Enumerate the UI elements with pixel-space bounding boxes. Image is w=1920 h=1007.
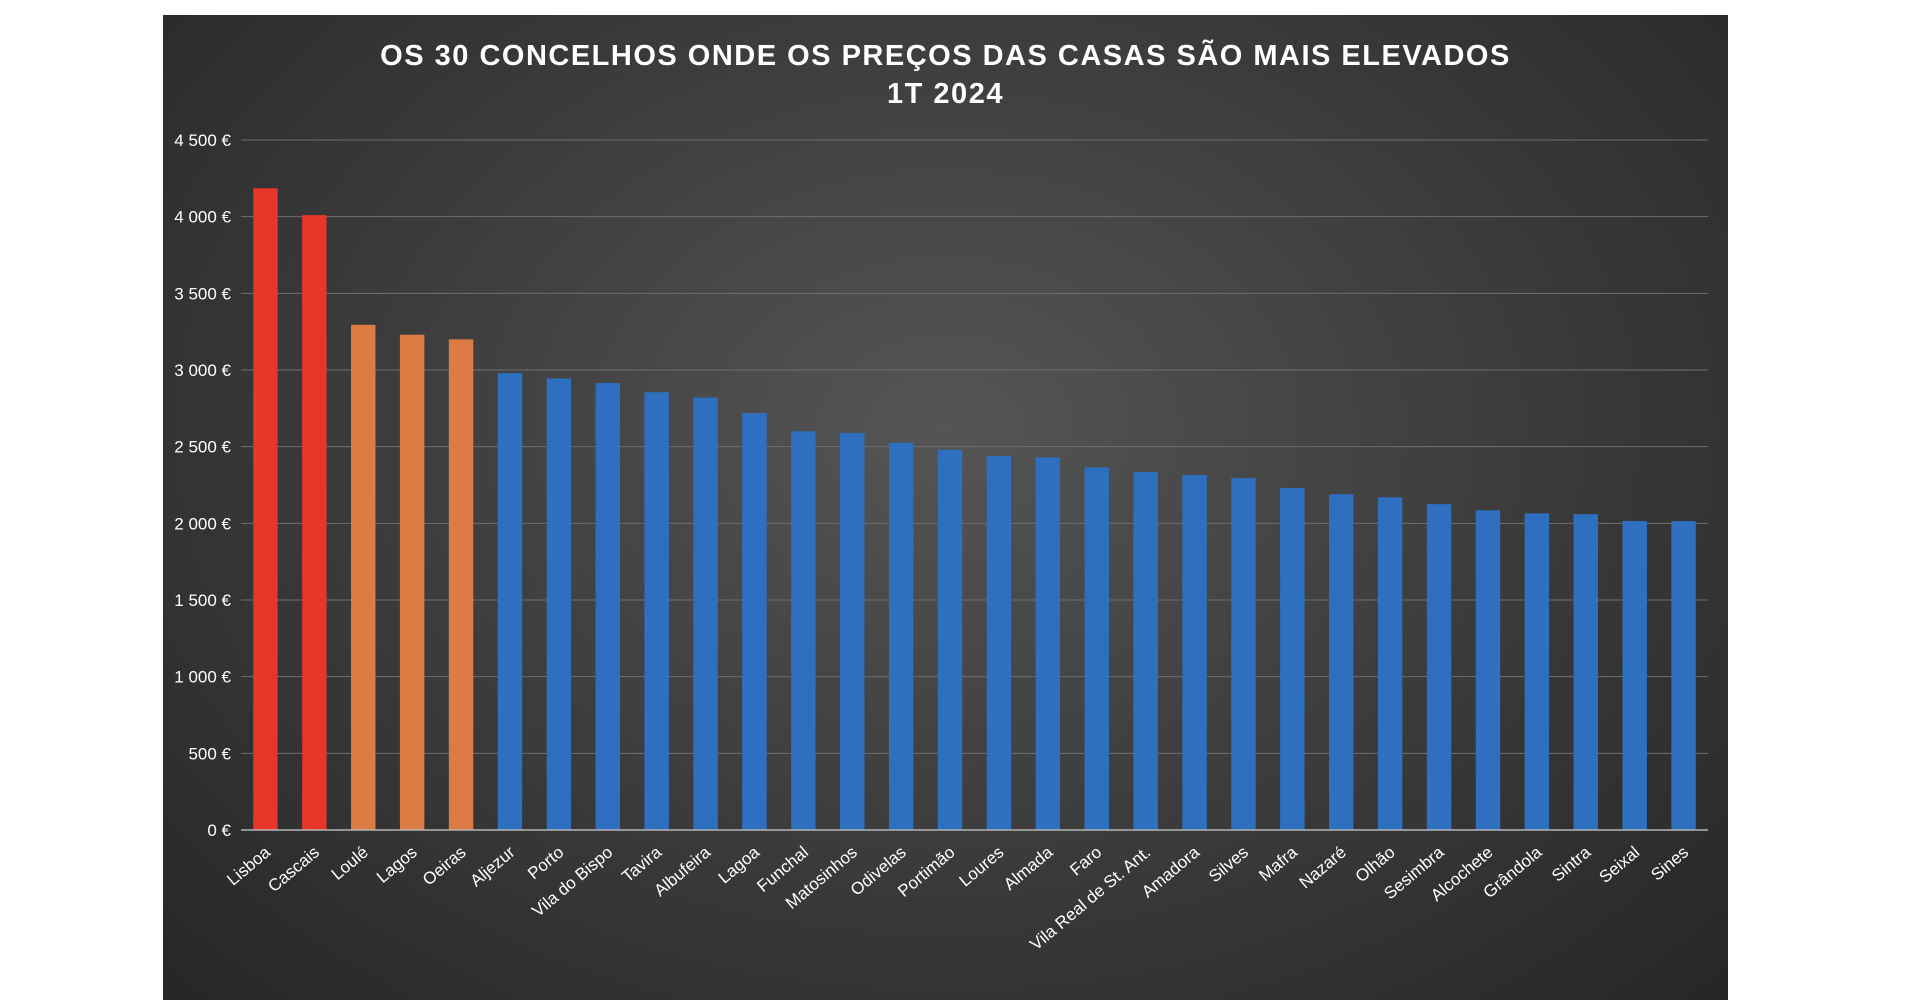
bar	[351, 324, 376, 830]
x-tick-label: Lagos	[373, 843, 421, 887]
bar	[595, 383, 620, 830]
bar	[742, 412, 767, 830]
y-tick-label: 3 000 €	[174, 361, 231, 380]
y-tick-label: 1 500 €	[174, 591, 231, 610]
bar	[791, 431, 816, 830]
bar	[888, 442, 914, 830]
x-tick-label: Almada	[1000, 842, 1057, 894]
chart-title: OS 30 CONCELHOS ONDE OS PREÇOS DAS CASAS…	[380, 40, 1511, 72]
bar	[644, 392, 669, 830]
chart-subtitle: 1T 2024	[887, 78, 1004, 110]
gridlines	[241, 139, 1708, 754]
bar	[448, 339, 474, 830]
x-tick-label: Mafra	[1255, 842, 1301, 885]
x-tick-label: Loulé	[328, 843, 372, 884]
x-tick-label: Silves	[1205, 843, 1252, 887]
bar	[986, 455, 1012, 830]
x-tick-label: Aljezur	[466, 842, 518, 890]
bar	[1426, 504, 1452, 830]
bar	[1622, 521, 1647, 830]
y-tick-label: 2 500 €	[174, 438, 231, 457]
x-tick-label: Seixal	[1596, 843, 1644, 887]
x-tick-label: Albufeira	[650, 842, 714, 900]
x-tick-label: Cascais	[264, 843, 323, 896]
bar	[1182, 475, 1207, 830]
x-tick-label: Nazaré	[1296, 843, 1350, 893]
bar	[937, 449, 963, 830]
bar	[302, 215, 327, 831]
bar	[1573, 514, 1598, 830]
bar	[253, 188, 278, 831]
bar	[1524, 513, 1550, 830]
y-tick-label: 4 500 €	[174, 131, 231, 150]
chart-panel: OS 30 CONCELHOS ONDE OS PREÇOS DAS CASAS…	[163, 15, 1728, 1000]
x-tick-label: Porto	[524, 843, 567, 884]
bar	[1671, 521, 1696, 830]
x-tick-label: Sines	[1647, 843, 1692, 885]
bars	[253, 188, 1696, 831]
bar	[693, 397, 718, 830]
bar	[1329, 494, 1354, 830]
bar	[1280, 488, 1305, 830]
bar	[1084, 467, 1109, 830]
y-tick-label: 0 €	[207, 821, 231, 840]
bar	[1475, 510, 1501, 830]
y-tick-label: 3 500 €	[174, 284, 231, 303]
bar	[1035, 457, 1061, 830]
bar-chart: 0 € 500 € 1 000 € 1 500 € 2 000 € 2 500 € 3 00…	[174, 131, 1708, 954]
bar	[840, 432, 865, 830]
x-tick-label: Loures	[955, 843, 1007, 891]
x-tick-label: Faro	[1066, 843, 1105, 880]
bar	[497, 373, 523, 830]
x-tick-label: Oeiras	[419, 843, 470, 890]
y-axis-ticks: 0 € 500 € 1 000 € 1 500 € 2 000 € 2 500 € 3 00…	[174, 131, 231, 840]
y-tick-label: 500 €	[188, 744, 231, 763]
bar	[546, 378, 572, 830]
bar	[1231, 478, 1256, 830]
bar	[1377, 497, 1403, 830]
y-tick-label: 1 000 €	[174, 668, 231, 687]
bar	[399, 334, 425, 830]
chart-title-block: OS 30 CONCELHOS ONDE OS PREÇOS DAS CASAS…	[163, 37, 1728, 113]
y-tick-label: 2 000 €	[174, 514, 231, 533]
x-tick-label: Sintra	[1548, 842, 1595, 885]
bar	[1133, 471, 1158, 830]
y-tick-label: 4 000 €	[174, 208, 231, 227]
